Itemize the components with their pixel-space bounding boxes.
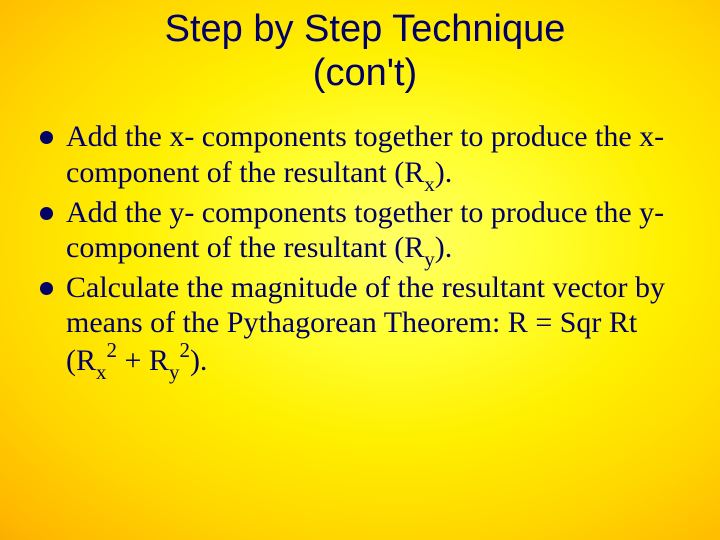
slide-title: Step by Step Technique (con't): [40, 8, 690, 95]
bullet-item: Calculate the magnitude of the resultant…: [40, 270, 690, 384]
subscript: x: [424, 172, 435, 196]
bullet-text: Add the y- components together to produc…: [66, 196, 664, 264]
bullet-text-tail: ).: [435, 156, 453, 189]
subscript: y: [169, 360, 180, 384]
bullet-text: Add the x- components together to produc…: [66, 120, 664, 188]
bullet-item: Add the y- components together to produc…: [40, 195, 690, 270]
title-line-2: (con't): [313, 52, 417, 94]
slide-body: Add the x- components together to produc…: [40, 119, 690, 383]
bullet-text-mid: + R: [117, 344, 169, 377]
bullet-item: Add the x- components together to produc…: [40, 119, 690, 194]
superscript: 2: [107, 338, 118, 362]
subscript: y: [424, 247, 435, 271]
title-line-1: Step by Step Technique: [165, 8, 566, 50]
superscript: 2: [179, 338, 190, 362]
slide: Step by Step Technique (con't) Add the x…: [0, 0, 720, 540]
subscript: x: [96, 360, 107, 384]
bullet-text-tail: ).: [190, 344, 208, 377]
bullet-text-tail: ).: [435, 231, 453, 264]
